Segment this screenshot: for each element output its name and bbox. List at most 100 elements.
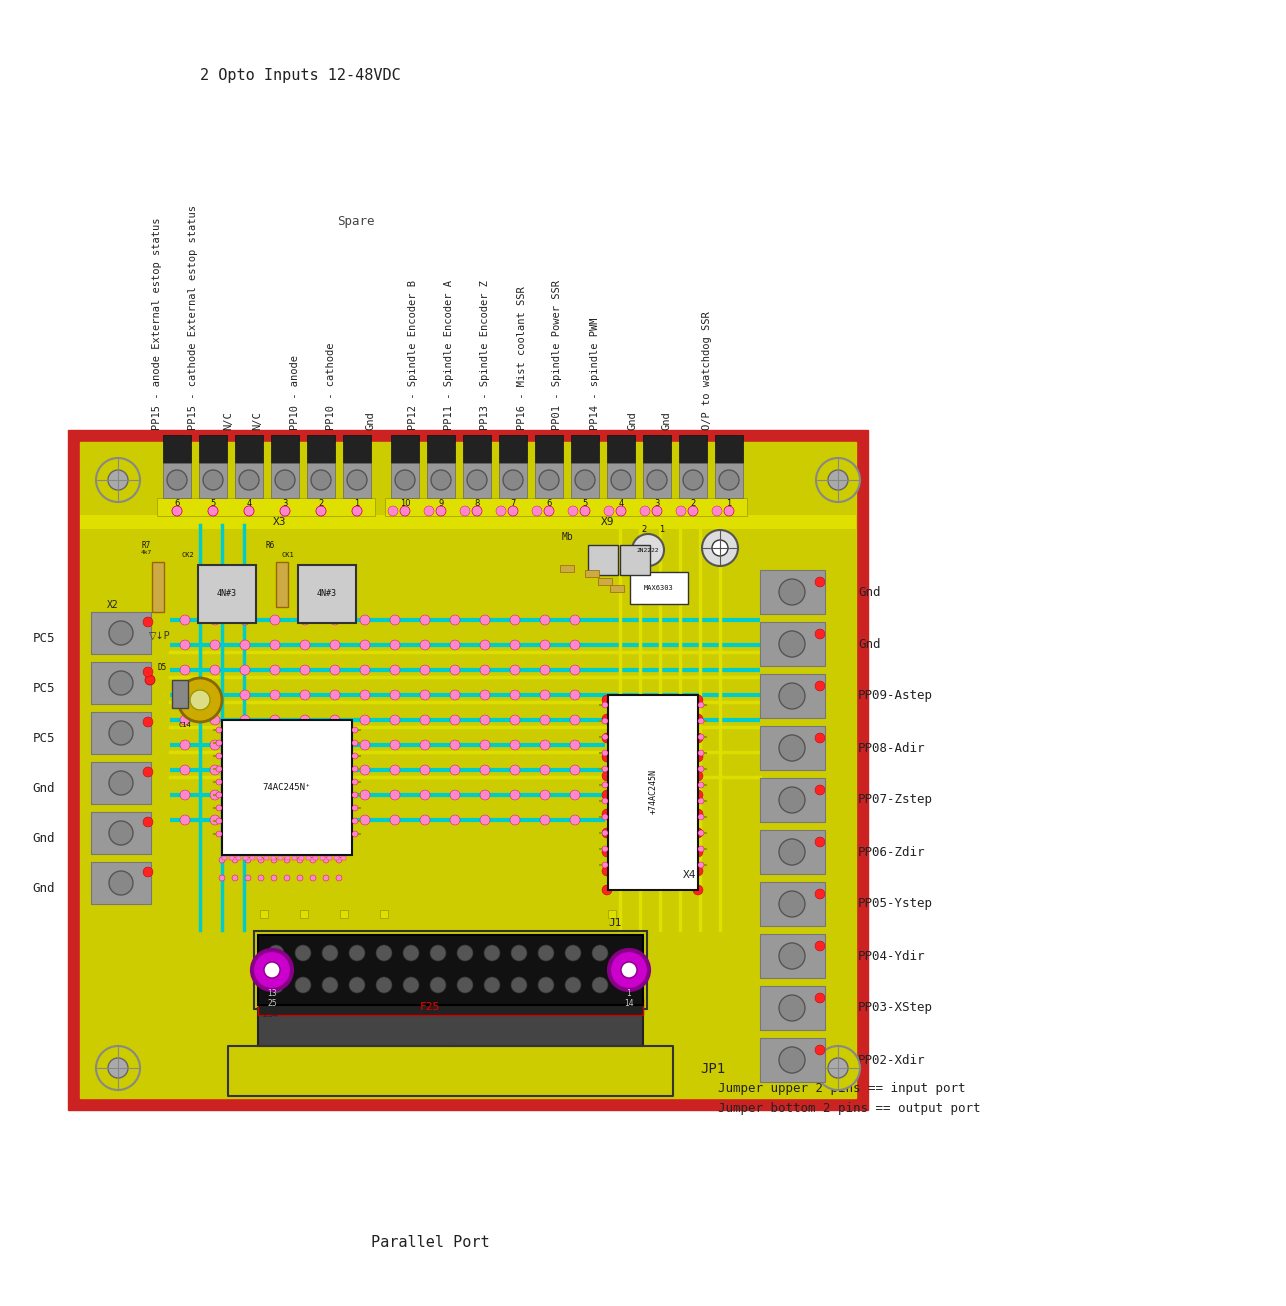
- Bar: [80, 441, 856, 1098]
- Circle shape: [390, 690, 400, 700]
- Text: D5: D5: [157, 663, 167, 673]
- Bar: [271, 464, 300, 498]
- Text: PP01 - Spindle Power SSR: PP01 - Spindle Power SSR: [552, 279, 562, 430]
- Bar: [608, 695, 698, 889]
- Circle shape: [180, 615, 190, 626]
- Bar: [222, 855, 228, 859]
- Circle shape: [270, 665, 280, 675]
- Bar: [258, 935, 643, 1006]
- Circle shape: [360, 790, 370, 801]
- Circle shape: [570, 741, 580, 750]
- Circle shape: [779, 891, 805, 917]
- Bar: [91, 862, 150, 904]
- Bar: [306, 848, 311, 852]
- Bar: [620, 545, 649, 575]
- Circle shape: [719, 470, 739, 490]
- Circle shape: [602, 733, 612, 743]
- Circle shape: [300, 815, 310, 825]
- Circle shape: [602, 734, 608, 741]
- Bar: [285, 855, 291, 859]
- Circle shape: [602, 750, 608, 756]
- Circle shape: [540, 714, 550, 725]
- Circle shape: [450, 690, 460, 700]
- Text: PP11 - Spindle Encoder A: PP11 - Spindle Encoder A: [444, 279, 454, 430]
- Circle shape: [331, 615, 340, 626]
- Circle shape: [349, 977, 365, 993]
- Text: 5: 5: [211, 499, 216, 508]
- Circle shape: [693, 790, 703, 801]
- Bar: [307, 464, 334, 498]
- Circle shape: [390, 714, 400, 725]
- Bar: [385, 498, 747, 516]
- Circle shape: [570, 790, 580, 801]
- Circle shape: [300, 765, 310, 774]
- Circle shape: [300, 690, 310, 700]
- Circle shape: [172, 505, 183, 516]
- Circle shape: [421, 765, 430, 774]
- Circle shape: [331, 815, 340, 825]
- Circle shape: [300, 714, 310, 725]
- Circle shape: [817, 458, 860, 502]
- Circle shape: [511, 977, 527, 993]
- Circle shape: [322, 977, 338, 993]
- Circle shape: [208, 505, 219, 516]
- Text: 13: 13: [267, 989, 276, 998]
- Circle shape: [779, 838, 805, 865]
- Circle shape: [688, 505, 698, 516]
- Text: +74AC245N: +74AC245N: [648, 769, 657, 815]
- Circle shape: [480, 790, 490, 801]
- Circle shape: [352, 767, 358, 772]
- Bar: [327, 855, 332, 859]
- Circle shape: [172, 505, 183, 516]
- Circle shape: [109, 771, 132, 795]
- Circle shape: [424, 505, 433, 516]
- Circle shape: [450, 615, 460, 626]
- Circle shape: [143, 867, 153, 878]
- Circle shape: [460, 505, 469, 516]
- Bar: [571, 435, 599, 464]
- Circle shape: [388, 505, 397, 516]
- Text: 1: 1: [660, 525, 665, 534]
- Circle shape: [540, 640, 550, 650]
- Bar: [91, 812, 150, 854]
- Circle shape: [511, 714, 520, 725]
- Circle shape: [376, 946, 392, 961]
- Text: F25: F25: [419, 1002, 440, 1012]
- Circle shape: [210, 815, 220, 825]
- Bar: [300, 848, 303, 852]
- Circle shape: [532, 505, 541, 516]
- Bar: [760, 778, 826, 821]
- Circle shape: [258, 875, 264, 882]
- Circle shape: [322, 946, 338, 961]
- Circle shape: [109, 821, 132, 845]
- Circle shape: [216, 791, 222, 798]
- Circle shape: [108, 470, 129, 490]
- Circle shape: [815, 837, 826, 848]
- Bar: [327, 848, 332, 852]
- Circle shape: [216, 727, 222, 733]
- Bar: [229, 855, 234, 859]
- Circle shape: [511, 790, 520, 801]
- Bar: [320, 855, 325, 859]
- Circle shape: [294, 946, 311, 961]
- Text: 4k7: 4k7: [140, 550, 152, 555]
- Bar: [229, 848, 234, 852]
- Circle shape: [271, 857, 276, 863]
- Circle shape: [284, 857, 291, 863]
- Circle shape: [570, 714, 580, 725]
- Circle shape: [395, 470, 415, 490]
- Circle shape: [421, 615, 430, 626]
- Circle shape: [602, 862, 608, 868]
- Bar: [235, 435, 264, 464]
- Circle shape: [450, 714, 460, 725]
- Circle shape: [602, 848, 612, 857]
- Circle shape: [96, 458, 140, 502]
- Text: 6: 6: [547, 499, 552, 508]
- Text: Parallel Port: Parallel Port: [370, 1235, 489, 1250]
- Circle shape: [294, 977, 311, 993]
- Circle shape: [316, 505, 325, 516]
- Circle shape: [360, 665, 370, 675]
- Circle shape: [219, 857, 225, 863]
- Circle shape: [216, 767, 222, 772]
- Circle shape: [240, 690, 249, 700]
